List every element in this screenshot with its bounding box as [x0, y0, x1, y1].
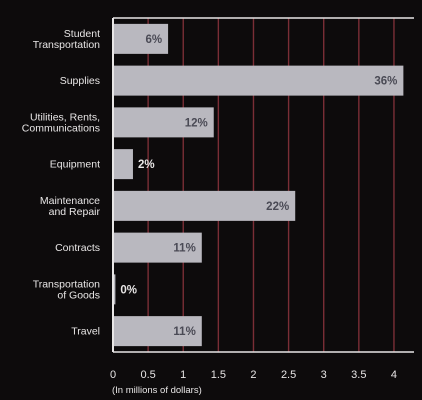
category-label: Student [64, 28, 100, 40]
bar-value-label: 11% [173, 243, 195, 255]
bar [114, 107, 214, 138]
x-tick-label: 3.5 [351, 369, 366, 381]
bar-value-label: 0% [120, 284, 137, 296]
bar-value-label: 36% [374, 76, 397, 88]
x-axis-label: (In millions of dollars) [112, 385, 202, 396]
category-label: Contracts [55, 242, 100, 254]
bar [114, 190, 296, 221]
x-tick-label: 0 [110, 369, 116, 381]
bar [114, 149, 133, 180]
category-label: Transportation [33, 39, 100, 51]
category-label: Maintenance [40, 195, 100, 207]
x-tick-label: 2 [250, 369, 256, 381]
bar [114, 316, 202, 347]
bar-value-label: 11% [173, 326, 195, 338]
category-label: of Goods [57, 289, 100, 301]
x-tick-label: 0.5 [140, 369, 155, 381]
category-label: and Repair [49, 206, 101, 218]
bar-value-label: 2% [138, 159, 155, 171]
x-tick-label: 4 [391, 369, 397, 381]
bar [114, 65, 404, 96]
x-tick-label: 2.5 [281, 369, 296, 381]
category-label: Utilities, Rents, [30, 111, 100, 123]
category-label: Transportation [33, 278, 100, 290]
bar [114, 274, 116, 305]
category-label: Equipment [50, 159, 100, 171]
x-tick-label: 1.5 [211, 369, 226, 381]
bar [114, 23, 169, 54]
bar [114, 232, 202, 263]
bar-value-label: 6% [145, 34, 162, 46]
category-label: Travel [71, 326, 100, 338]
bar-value-label: 22% [266, 201, 289, 213]
x-tick-label: 1 [180, 369, 186, 381]
x-tick-label: 3 [321, 369, 327, 381]
category-label: Communications [22, 122, 100, 134]
category-label: Supplies [60, 75, 100, 87]
bar-value-label: 12% [185, 117, 208, 129]
